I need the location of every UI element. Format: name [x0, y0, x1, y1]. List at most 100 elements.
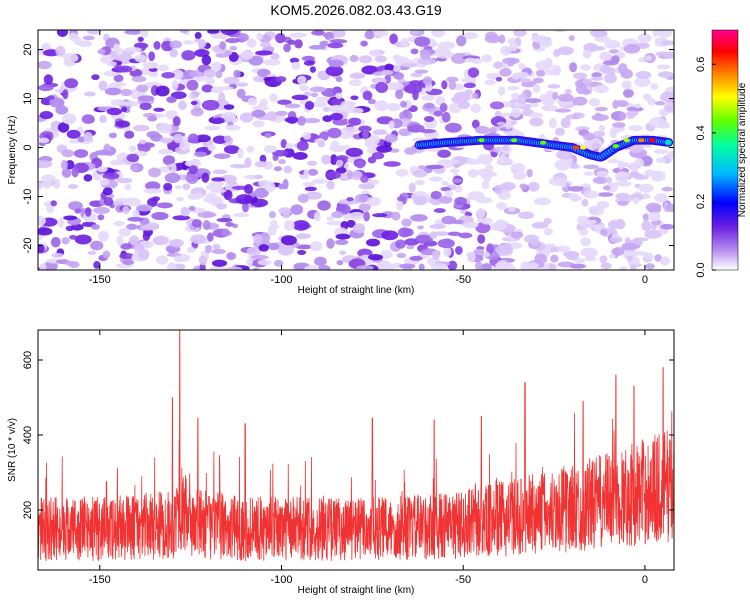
spectrogram-cell — [131, 75, 147, 83]
spectrogram-cell — [304, 186, 317, 192]
spectrogram-cell — [437, 149, 451, 158]
snr-x-ticks: -150 -100 -50 0 — [89, 330, 648, 586]
spectrogram-cell — [41, 174, 56, 183]
spectrogram-cell — [593, 130, 606, 138]
spectrogram-cell — [334, 239, 349, 245]
spectrogram-cell — [596, 200, 610, 209]
spectrogram-cell — [172, 116, 181, 127]
spectrogram-cell — [335, 76, 343, 83]
spectrogram-cell — [303, 60, 315, 66]
spectrogram-cell — [61, 237, 70, 245]
spectrogram-cell — [483, 251, 490, 258]
spectrogram-cell — [588, 206, 601, 211]
spectrogram-cell — [236, 88, 246, 99]
spectrogram-cell — [511, 72, 520, 80]
spectrogram-cell — [419, 49, 431, 60]
spectrogram-cell — [582, 78, 593, 85]
spectrogram-cell — [120, 88, 133, 97]
spectrogram-cell — [151, 211, 169, 221]
spectrogram-cell — [215, 70, 223, 79]
spectrogram-cell — [614, 180, 632, 187]
spectrogram-cell — [326, 221, 345, 226]
spectrogram-cell — [295, 233, 312, 240]
spectrogram-cell — [521, 80, 537, 88]
spectrogram-cell — [93, 206, 110, 215]
spectrogram-cell — [64, 261, 76, 266]
spectrogram-cell — [73, 149, 89, 158]
spectrogram-cell — [297, 249, 307, 256]
spectrogram-cell — [113, 201, 124, 206]
spectrogram-cell — [283, 43, 291, 53]
spectrogram-cell — [182, 183, 191, 190]
spectrogram-cell — [576, 215, 590, 226]
snr-series-line — [38, 330, 674, 562]
spectrogram-cell — [65, 160, 75, 170]
spectrogram-cell — [454, 196, 467, 206]
spectrogram-cell — [596, 170, 609, 178]
spectrogram-cell — [592, 176, 608, 185]
spectrogram-cell — [57, 217, 64, 228]
y-tick-label: -10 — [22, 189, 34, 205]
spectrogram-cell — [319, 40, 330, 47]
spectrogram-cell — [305, 191, 323, 200]
spectrogram-cell — [497, 86, 506, 96]
spectrogram-cell — [423, 115, 435, 123]
spectrogram-cell — [396, 199, 404, 211]
spectrogram-cell — [535, 69, 546, 77]
spectrogram-cell — [401, 63, 418, 68]
spectrogram-cell — [569, 62, 578, 73]
spectrogram-cell — [269, 93, 278, 102]
spectrogram-cell — [327, 127, 342, 139]
spectrogram-cell — [372, 129, 388, 136]
spectrogram-cell — [131, 165, 140, 172]
spectrogram-cell — [609, 127, 617, 139]
spectrogram-cell — [235, 194, 253, 205]
spectrogram-cell — [339, 250, 347, 255]
spectrogram-cell — [441, 80, 448, 90]
spectrogram-cell — [417, 165, 426, 170]
spectrogram-cell — [116, 65, 133, 73]
spectrogram-cell — [169, 48, 178, 58]
ridge-peak — [638, 138, 645, 143]
snr-x-label: Height of straight line (km) — [298, 585, 415, 596]
spectrogram-cell — [493, 61, 503, 70]
spectrogram-cell — [310, 241, 323, 252]
spectrogram-cell — [207, 232, 214, 242]
spectrogram-cell — [526, 168, 533, 178]
spectrogram-cell — [474, 125, 490, 134]
spectrogram-cell — [252, 267, 260, 270]
spectrogram-cell — [633, 174, 649, 180]
spectrogram-cell — [278, 183, 285, 190]
y-tick-label: 0 — [22, 144, 34, 150]
spectrogram-cell — [49, 97, 65, 108]
spectrogram-cell — [538, 38, 553, 48]
spectrogram-cell — [186, 79, 199, 91]
spectrogram-cell — [429, 231, 438, 239]
spectrogram-cell — [213, 153, 231, 159]
spectrogram-cell — [609, 235, 623, 244]
spectrogram-cell — [588, 98, 601, 107]
spectrogram-cell — [391, 262, 402, 269]
spectrogram-cell — [364, 30, 375, 40]
spectrogram-cell — [327, 42, 344, 49]
spectrogram-cell — [268, 211, 276, 219]
spectrogram-cell — [399, 110, 413, 121]
spectrogram-cell — [477, 234, 486, 244]
spectrogram-cell — [290, 32, 307, 38]
spectrogram-cell — [529, 112, 543, 119]
spectrogram-cell — [373, 30, 389, 37]
spectrogram-cell — [124, 183, 132, 191]
spectrogram-cell — [61, 113, 77, 125]
spectrogram-cell — [167, 262, 177, 270]
spectrogram-cell — [102, 187, 113, 196]
spectrogram-cell — [205, 244, 212, 254]
spectrogram-cell — [184, 160, 202, 167]
spectrogram-cell — [372, 213, 388, 218]
spectrogram-cell — [86, 30, 101, 35]
spectrogram-cell — [294, 39, 303, 49]
spectrogram-cell — [252, 120, 265, 128]
spectrogram-cell — [460, 77, 475, 83]
spectrogram-frame — [37, 29, 675, 271]
spectrogram-cell — [247, 97, 258, 106]
spectrogram-cell — [246, 246, 261, 257]
